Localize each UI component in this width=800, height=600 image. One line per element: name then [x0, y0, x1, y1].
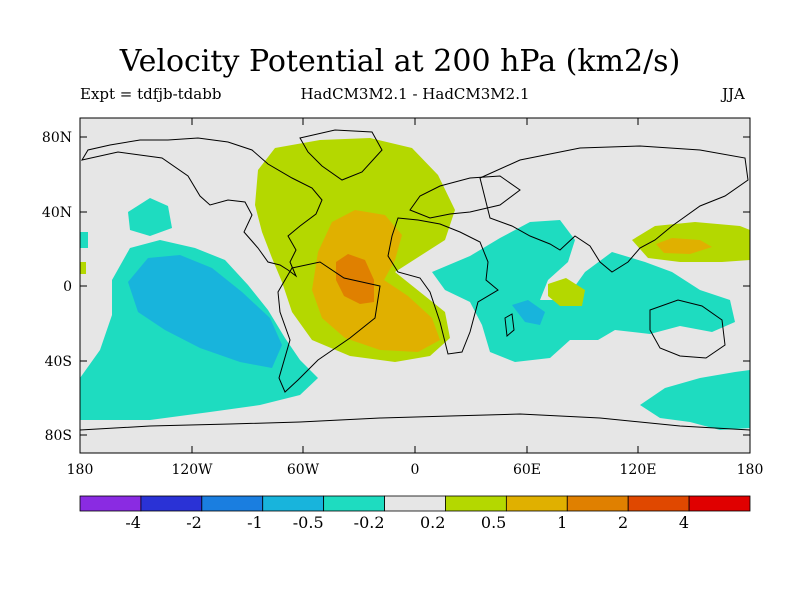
- contour-fields: [80, 138, 750, 430]
- colorbar-swatch: [445, 495, 507, 512]
- north-america-outline: [80, 137, 323, 278]
- x-tick-labels: 180 120W 60W 0 60E 120E 180: [67, 462, 764, 478]
- colorbar-label: 4: [679, 513, 689, 532]
- colorbar-swatch: [262, 495, 325, 512]
- colorbar-swatch: [79, 495, 142, 512]
- colorbar: -4 -2 -1 -0.5 -0.2 0.2 0.5 1 2 4: [79, 495, 751, 532]
- colorbar-label: -0.2: [354, 513, 385, 532]
- colorbar-swatch: [140, 495, 203, 512]
- south-america-outline: [277, 261, 381, 393]
- contour-atlantic-05: [312, 210, 440, 352]
- colorbar-swatch: [505, 495, 568, 512]
- x-tick-label: 60E: [513, 462, 541, 478]
- colorbar-label: -4: [125, 513, 141, 532]
- y-tick-label: 40N: [42, 205, 72, 221]
- contour-southern-ocean-neg: [640, 370, 750, 430]
- coastlines: [80, 129, 750, 431]
- tick-marks: [79, 118, 751, 453]
- colorbar-swatch: [688, 495, 751, 512]
- y-tick-label: 80N: [42, 130, 72, 146]
- antarctica-outline: [80, 413, 750, 431]
- y-tick-label: 40S: [45, 354, 72, 370]
- contour-atlantic-1: [336, 254, 374, 304]
- colorbar-label: -2: [186, 513, 202, 532]
- x-tick-label: 180: [737, 462, 764, 478]
- y-tick-label: 80S: [45, 428, 72, 444]
- contour-eastern-pacific-core: [128, 255, 282, 368]
- contour-northwest-pacific-05: [656, 238, 712, 254]
- colorbar-swatch: [384, 495, 446, 512]
- colorbar-swatch: [201, 495, 264, 512]
- colorbar-swatch: [566, 495, 629, 512]
- x-tick-label: 120E: [620, 462, 657, 478]
- greenland-outline: [299, 129, 383, 181]
- contour-dateline-patch: [80, 232, 88, 248]
- colorbar-label: 2: [618, 513, 628, 532]
- x-tick-label: 120W: [171, 462, 213, 478]
- colorbar-label: -0.5: [293, 513, 324, 532]
- australia-outline: [649, 299, 726, 359]
- asia-outline: [479, 145, 749, 273]
- y-tick-labels: 80N 40N 0 40S 80S: [42, 130, 72, 444]
- madagascar-outline: [504, 313, 515, 337]
- contour-dateline-pos: [80, 262, 86, 274]
- contour-west-pacific-north: [128, 198, 172, 236]
- europe-africa-outline: [387, 175, 521, 355]
- experiment-label: Expt = tdfjb-tdabb: [80, 85, 222, 103]
- colorbar-label: 0.2: [420, 513, 445, 532]
- colorbar-label: -1: [247, 513, 263, 532]
- x-tick-label: 60W: [287, 462, 320, 478]
- colorbar-swatch: [627, 495, 690, 512]
- chart-title: Velocity Potential at 200 hPa (km2/s): [119, 44, 681, 79]
- colorbar-label: 1: [557, 513, 567, 532]
- contour-arabian-pos: [548, 278, 585, 306]
- x-tick-label: 180: [67, 462, 94, 478]
- season-label: JJA: [722, 85, 745, 103]
- colorbar-label: 0.5: [481, 513, 506, 532]
- contour-indian-ocean-core: [512, 300, 545, 325]
- x-tick-label: 0: [411, 462, 420, 478]
- colorbar-swatch: [323, 495, 385, 512]
- model-label: HadCM3M2.1 - HadCM3M2.1: [300, 85, 530, 103]
- y-tick-label: 0: [63, 279, 72, 295]
